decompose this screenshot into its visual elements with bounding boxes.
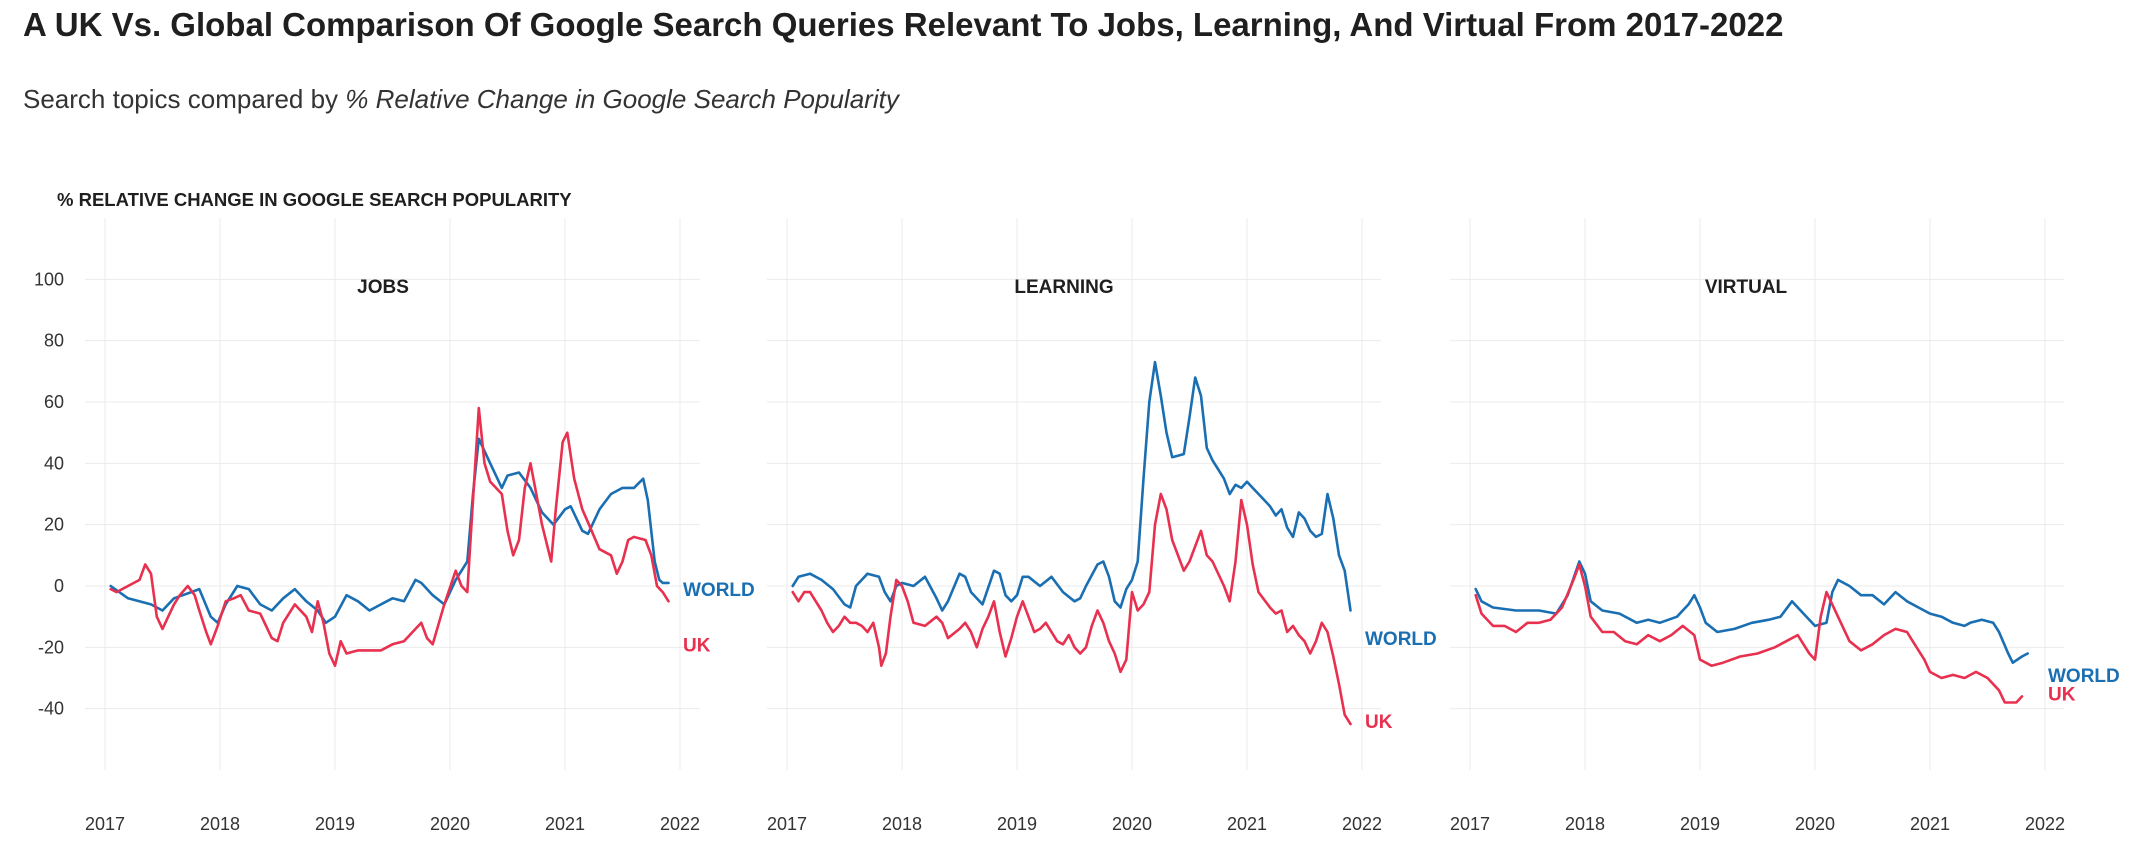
y-tick-label: -40 [38, 699, 64, 719]
y-tick-label: 20 [44, 515, 64, 535]
series-end-label-learning-world: WORLD [1365, 629, 1437, 650]
x-tick-label: 2021 [1227, 814, 1267, 834]
x-tick-label: 2020 [430, 814, 470, 834]
series-line-jobs-uk [109, 406, 670, 667]
panel-title-learning: LEARNING [1014, 277, 1113, 298]
x-tick-label: 2017 [767, 814, 807, 834]
x-tick-label: 2021 [545, 814, 585, 834]
panel-title-virtual: VIRTUAL [1705, 277, 1788, 298]
x-tick-label: 2020 [1112, 814, 1152, 834]
x-tick-label: 2018 [1565, 814, 1605, 834]
series-end-label-jobs-world: WORLD [683, 580, 755, 601]
panel-title-jobs: JOBS [357, 277, 409, 298]
chart-title: A UK Vs. Global Comparison Of Google Sea… [23, 6, 1784, 43]
x-tick-label: 2019 [315, 814, 355, 834]
x-tick-label: 2022 [2025, 814, 2065, 834]
y-tick-label: 0 [54, 576, 64, 596]
series-end-label-jobs-uk: UK [683, 635, 711, 656]
series-line-virtual-uk [1474, 563, 2024, 704]
x-tick-label: 2022 [660, 814, 700, 834]
x-tick-label: 2019 [997, 814, 1037, 834]
series-line-virtual-world [1474, 560, 2029, 664]
series-line-learning-uk [791, 492, 1352, 726]
series-end-label-virtual-world: WORLD [2048, 666, 2120, 687]
x-tick-label: 2017 [85, 814, 125, 834]
chart-subtitle: Search topics compared by % Relative Cha… [23, 84, 899, 115]
series-line-learning-world [791, 360, 1352, 612]
subtitle-emphasis: % Relative Change in Google Search Popul… [345, 84, 899, 114]
series-end-label-learning-uk: UK [1365, 712, 1393, 733]
x-tick-label: 2017 [1450, 814, 1490, 834]
x-tick-label: 2018 [882, 814, 922, 834]
x-tick-label: 2022 [1342, 814, 1382, 834]
x-tick-label: 2018 [200, 814, 240, 834]
x-tick-label: 2020 [1795, 814, 1835, 834]
x-tick-label: 2021 [1910, 814, 1950, 834]
series-end-label-virtual-uk: UK [2048, 684, 2076, 705]
x-tick-label: 2019 [1680, 814, 1720, 834]
y-tick-label: 60 [44, 392, 64, 412]
y-axis-title: % RELATIVE CHANGE IN GOOGLE SEARCH POPUL… [57, 189, 572, 210]
y-tick-label: 80 [44, 331, 64, 351]
subtitle-prefix: Search topics compared by [23, 84, 346, 114]
y-tick-label: 100 [34, 269, 64, 289]
y-tick-label: -20 [38, 637, 64, 657]
y-tick-label: 40 [44, 453, 64, 473]
